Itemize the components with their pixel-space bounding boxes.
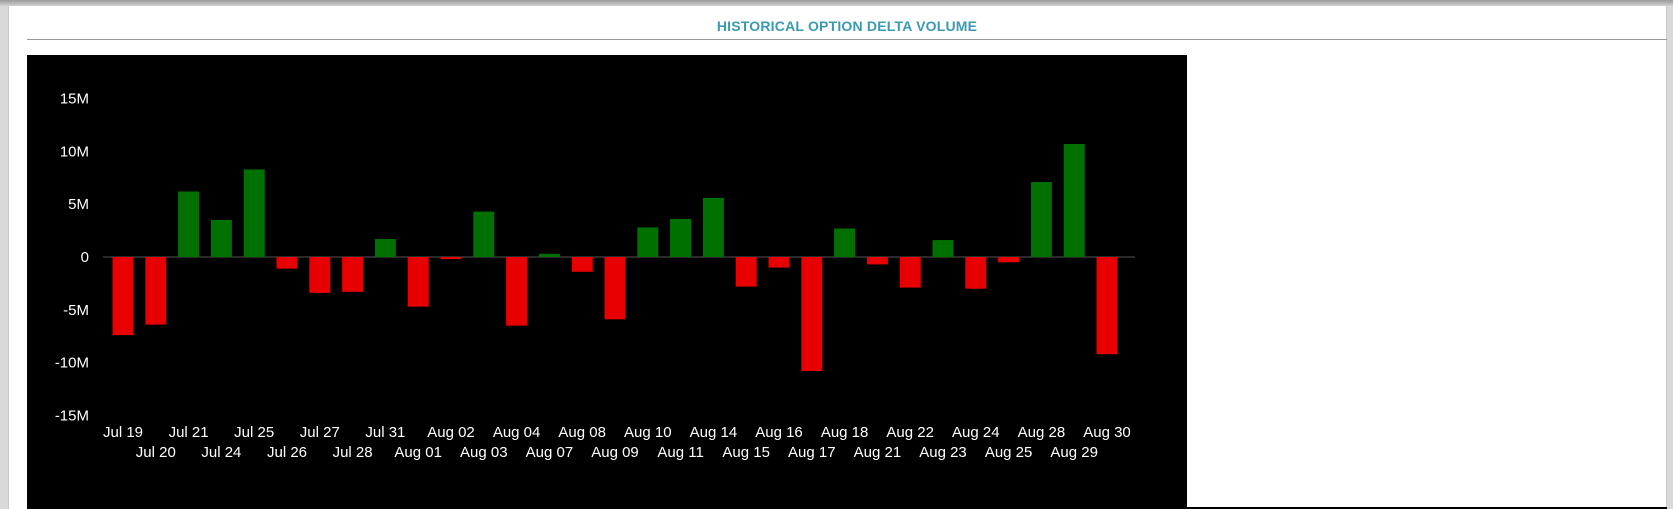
x-tick-label: Jul 28: [333, 444, 373, 461]
bar-aug-11[interactable]: [670, 219, 692, 257]
y-tick-label: 15M: [60, 91, 89, 108]
y-tick-label: 10M: [60, 143, 89, 160]
x-tick-label: Aug 30: [1083, 424, 1131, 441]
x-tick-label: Aug 10: [624, 424, 672, 441]
x-tick-label: Aug 04: [493, 424, 541, 441]
bar-aug-10[interactable]: [637, 227, 659, 257]
x-tick-label: Jul 20: [136, 444, 176, 461]
x-tick-label: Aug 09: [591, 444, 639, 461]
y-tick-label: -5M: [63, 302, 89, 319]
bar-aug-28[interactable]: [1030, 182, 1052, 257]
bar-jul-24[interactable]: [210, 220, 232, 257]
x-tick-label: Aug 17: [788, 444, 836, 461]
chart-panel: HISTORICAL OPTION DELTA VOLUME 15M 10M 5M 0…: [8, 6, 1667, 509]
bar-aug-24[interactable]: [965, 257, 987, 289]
x-tick-label: Aug 23: [919, 444, 967, 461]
x-tick-label: Jul 21: [169, 424, 209, 441]
bar-aug-17[interactable]: [801, 257, 823, 371]
y-tick-label: 5M: [68, 196, 89, 213]
bar-aug-03[interactable]: [473, 211, 495, 257]
bar-aug-16[interactable]: [768, 257, 790, 268]
x-tick-label: Aug 14: [690, 424, 738, 441]
bar-jul-27[interactable]: [309, 257, 331, 293]
x-tick-label: Aug 03: [460, 444, 508, 461]
bar-jul-19[interactable]: [112, 257, 134, 336]
y-tick-label: -15M: [55, 407, 89, 424]
bar-aug-25[interactable]: [998, 257, 1020, 263]
x-tick-label: Aug 25: [985, 444, 1033, 461]
bar-jul-21[interactable]: [178, 191, 200, 258]
y-tick-label: 0: [81, 249, 89, 266]
x-tick-label: Aug 21: [854, 444, 902, 461]
x-tick-label: Jul 24: [201, 444, 241, 461]
x-tick-label: Aug 16: [755, 424, 803, 441]
x-tick-label: Jul 19: [103, 424, 143, 441]
bottom-divider: [27, 507, 1667, 509]
bar-aug-14[interactable]: [702, 197, 724, 257]
bar-jul-25[interactable]: [243, 169, 265, 257]
delta-volume-bar-chart: 15M 10M 5M 0 -5M -10M -15M Jul 19 Jul 20 Jul 21 Ju…: [55, 91, 1135, 461]
x-tick-label: Jul 27: [300, 424, 340, 441]
bar-aug-15[interactable]: [735, 257, 757, 287]
bar-aug-09[interactable]: [604, 257, 626, 320]
bar-aug-01[interactable]: [407, 257, 429, 307]
x-tick-label: Aug 28: [1018, 424, 1066, 441]
x-tick-label: Aug 01: [394, 444, 442, 461]
bar-jul-20[interactable]: [145, 257, 167, 325]
bar-aug-23[interactable]: [932, 240, 954, 257]
x-tick-label: Jul 31: [365, 424, 405, 441]
bar-aug-21[interactable]: [866, 257, 888, 265]
bar-aug-30[interactable]: [1096, 257, 1118, 355]
bar-aug-18[interactable]: [834, 228, 856, 258]
bar-aug-04[interactable]: [506, 257, 528, 326]
bar-aug-07[interactable]: [538, 253, 560, 257]
panel-title: HISTORICAL OPTION DELTA VOLUME: [716, 18, 978, 34]
x-tick-label: Aug 15: [722, 444, 770, 461]
bar-aug-08[interactable]: [571, 257, 593, 272]
x-tick-label: Aug 08: [558, 424, 606, 441]
x-tick-label: Jul 26: [267, 444, 307, 461]
x-tick-label: Jul 25: [234, 424, 274, 441]
bar-aug-02[interactable]: [440, 257, 462, 260]
bar-jul-31[interactable]: [374, 239, 396, 257]
x-tick-label: Aug 18: [821, 424, 869, 441]
x-tick-label: Aug 24: [952, 424, 1000, 441]
x-tick-label: Aug 29: [1050, 444, 1098, 461]
chart-area: 15M 10M 5M 0 -5M -10M -15M Jul 19 Jul 20 Jul 21 Ju…: [27, 55, 1187, 508]
bar-aug-29[interactable]: [1063, 144, 1085, 257]
title-divider: [27, 39, 1667, 40]
bar-jul-26[interactable]: [276, 257, 298, 269]
x-tick-label: Aug 07: [526, 444, 574, 461]
bar-jul-28[interactable]: [342, 257, 364, 292]
x-tick-label: Aug 22: [886, 424, 934, 441]
window-top-bar: [0, 0, 1673, 6]
y-tick-label: -10M: [55, 355, 89, 372]
x-tick-label: Aug 02: [427, 424, 475, 441]
x-tick-label: Aug 11: [657, 444, 703, 461]
bar-aug-22[interactable]: [899, 257, 921, 288]
